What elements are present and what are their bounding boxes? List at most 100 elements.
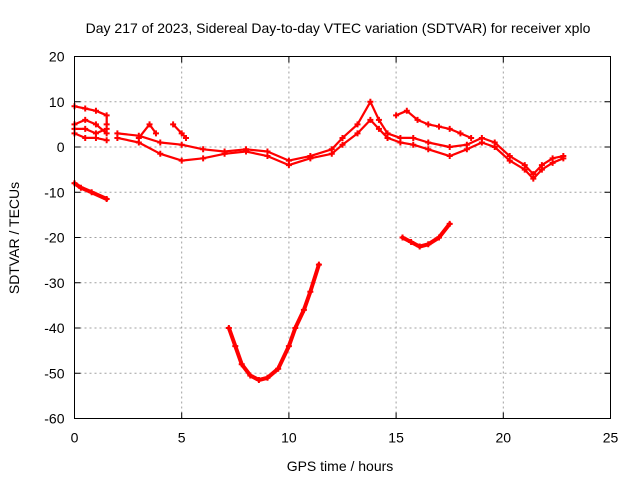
data-point [178, 141, 185, 148]
y-tick-label: -40 [44, 320, 64, 336]
data-point [285, 343, 292, 350]
data-point [425, 121, 432, 128]
data-point [82, 116, 89, 123]
data-point [367, 98, 374, 105]
series-spike-4.8 [172, 123, 188, 139]
data-point [178, 157, 185, 164]
y-axis-label: SDTVAR / TECUs [6, 182, 22, 294]
data-point [416, 243, 423, 250]
series-early-cluster-b [73, 127, 108, 135]
data-point [354, 130, 361, 137]
data-point [446, 125, 453, 132]
data-point [367, 116, 374, 123]
tick-layer: 0 5 10 15 20 25 -60 -50 -40 -30 -20 -10 0 10 20 [44, 49, 618, 446]
data-point [425, 241, 432, 248]
x-tick-label: 15 [388, 430, 404, 446]
series-u-shaped-dip [226, 262, 321, 382]
data-point [275, 365, 282, 372]
data-point [425, 146, 432, 153]
data-point [414, 116, 421, 123]
data-point [425, 139, 432, 146]
data-point [491, 144, 498, 150]
data-point [135, 134, 142, 141]
data-point [393, 112, 400, 119]
data-point [446, 153, 453, 160]
data-point [92, 107, 99, 114]
y-tick-label: 20 [49, 49, 65, 65]
data-point [354, 121, 361, 128]
x-tick-label: 5 [178, 430, 186, 446]
data-point [506, 157, 513, 164]
data-point [146, 121, 153, 128]
data-point [225, 325, 232, 331]
data-point [238, 361, 245, 368]
data-point [399, 234, 406, 241]
series-layer [71, 98, 567, 384]
data-point [307, 155, 314, 162]
data-point [114, 134, 121, 141]
series-early-cluster-c [73, 132, 108, 142]
data-point [247, 372, 254, 379]
y-tick-label: -50 [44, 365, 64, 381]
data-point [375, 125, 382, 132]
data-point [560, 155, 567, 162]
data-point [157, 150, 164, 157]
data-point [478, 139, 485, 146]
data-point [410, 141, 417, 148]
series-early-cluster-d [73, 118, 108, 135]
data-point [410, 134, 417, 141]
x-tick-label: 10 [281, 430, 297, 446]
data-point [200, 155, 207, 162]
x-tick-label: 25 [603, 430, 619, 446]
data-point [255, 377, 262, 384]
data-point [285, 162, 292, 169]
data-point [435, 123, 442, 130]
data-point [103, 112, 110, 119]
data-point [152, 130, 159, 137]
data-point [463, 146, 470, 153]
data-point [243, 148, 250, 155]
data-point [92, 121, 99, 128]
data-point [264, 153, 271, 160]
data-point [538, 166, 545, 173]
data-point [232, 343, 239, 350]
series-early-negative [72, 181, 109, 201]
y-tick-label: -20 [44, 230, 64, 246]
data-point [328, 150, 335, 157]
data-point [397, 139, 404, 146]
data-point [384, 134, 391, 141]
y-tick-label: -60 [44, 411, 64, 427]
data-point [200, 146, 207, 153]
data-point [339, 134, 346, 141]
data-point [77, 184, 84, 191]
data-point [170, 121, 177, 128]
series-spike-3.5 [137, 123, 158, 139]
data-point [408, 239, 415, 246]
data-point [157, 139, 164, 146]
data-point [435, 234, 442, 241]
data-point [549, 159, 556, 166]
data-point [88, 189, 95, 196]
data-point [178, 130, 185, 137]
data-point [457, 130, 464, 137]
series-negative-segment [400, 221, 452, 249]
data-point [446, 144, 453, 150]
y-tick-label: -10 [44, 184, 64, 200]
data-point [264, 374, 271, 381]
data-point [92, 134, 99, 141]
data-point [221, 150, 228, 157]
x-axis-label: GPS time / hours [287, 458, 394, 474]
data-point [375, 116, 382, 123]
data-point [530, 175, 537, 182]
data-point [403, 107, 410, 114]
y-tick-label: -30 [44, 275, 64, 291]
x-tick-label: 20 [496, 430, 512, 446]
data-point [103, 196, 110, 203]
y-tick-label: 0 [57, 139, 65, 155]
data-point [339, 141, 346, 148]
data-point [468, 134, 475, 141]
data-point [82, 125, 89, 132]
data-point [292, 325, 299, 331]
data-point [103, 130, 110, 137]
